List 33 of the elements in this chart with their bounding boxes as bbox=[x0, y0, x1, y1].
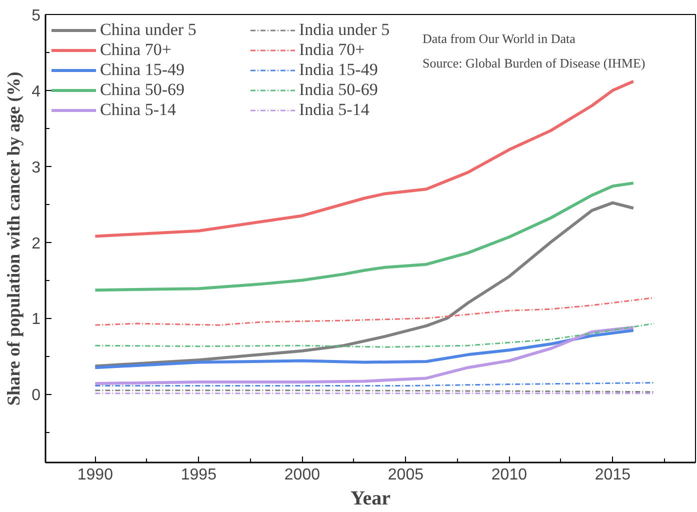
x-tick-label: 2000 bbox=[284, 466, 320, 484]
y-axis-title: Share of population with cancer by age (%) bbox=[4, 72, 24, 406]
legend-label: India 70+ bbox=[299, 40, 365, 59]
legend-label: India 15-49 bbox=[299, 60, 378, 79]
x-tick-label: 1990 bbox=[77, 466, 114, 484]
legend-label: India 5-14 bbox=[299, 100, 370, 120]
annotation: Source: Global Burden of Disease (IHME) bbox=[422, 56, 646, 70]
legend-label: China 5-14 bbox=[100, 100, 178, 120]
y-tick-label: 5 bbox=[32, 8, 41, 24]
x-tick-label: 1995 bbox=[180, 466, 217, 484]
line-series bbox=[94, 326, 635, 386]
legend-label: India under 5 bbox=[299, 20, 390, 39]
line-series bbox=[94, 201, 635, 368]
line-series bbox=[94, 328, 635, 370]
legend-label: China 50-69 bbox=[100, 80, 186, 100]
x-tick-label: 2010 bbox=[491, 466, 528, 484]
x-tick-label: 2015 bbox=[594, 466, 631, 484]
line-series bbox=[94, 80, 635, 238]
line-series bbox=[94, 296, 655, 326]
line-series bbox=[94, 182, 635, 292]
y-tick-label: 0 bbox=[32, 387, 41, 404]
legend-label: India 50-69 bbox=[299, 80, 379, 100]
legend-label: China 70+ bbox=[100, 40, 172, 60]
annotation: Data from Our World in Data bbox=[422, 30, 576, 46]
y-tick-label: 1 bbox=[32, 311, 41, 328]
x-axis-title: Year bbox=[350, 488, 391, 510]
legend-label: China under 5 bbox=[100, 20, 198, 40]
x-tick-label: 2005 bbox=[388, 466, 424, 484]
line-series bbox=[94, 322, 655, 348]
legend-label: China 15-49 bbox=[100, 60, 186, 80]
y-tick-label: 3 bbox=[32, 159, 41, 176]
y-tick-label: 2 bbox=[32, 235, 41, 252]
y-tick-label: 4 bbox=[32, 83, 41, 100]
